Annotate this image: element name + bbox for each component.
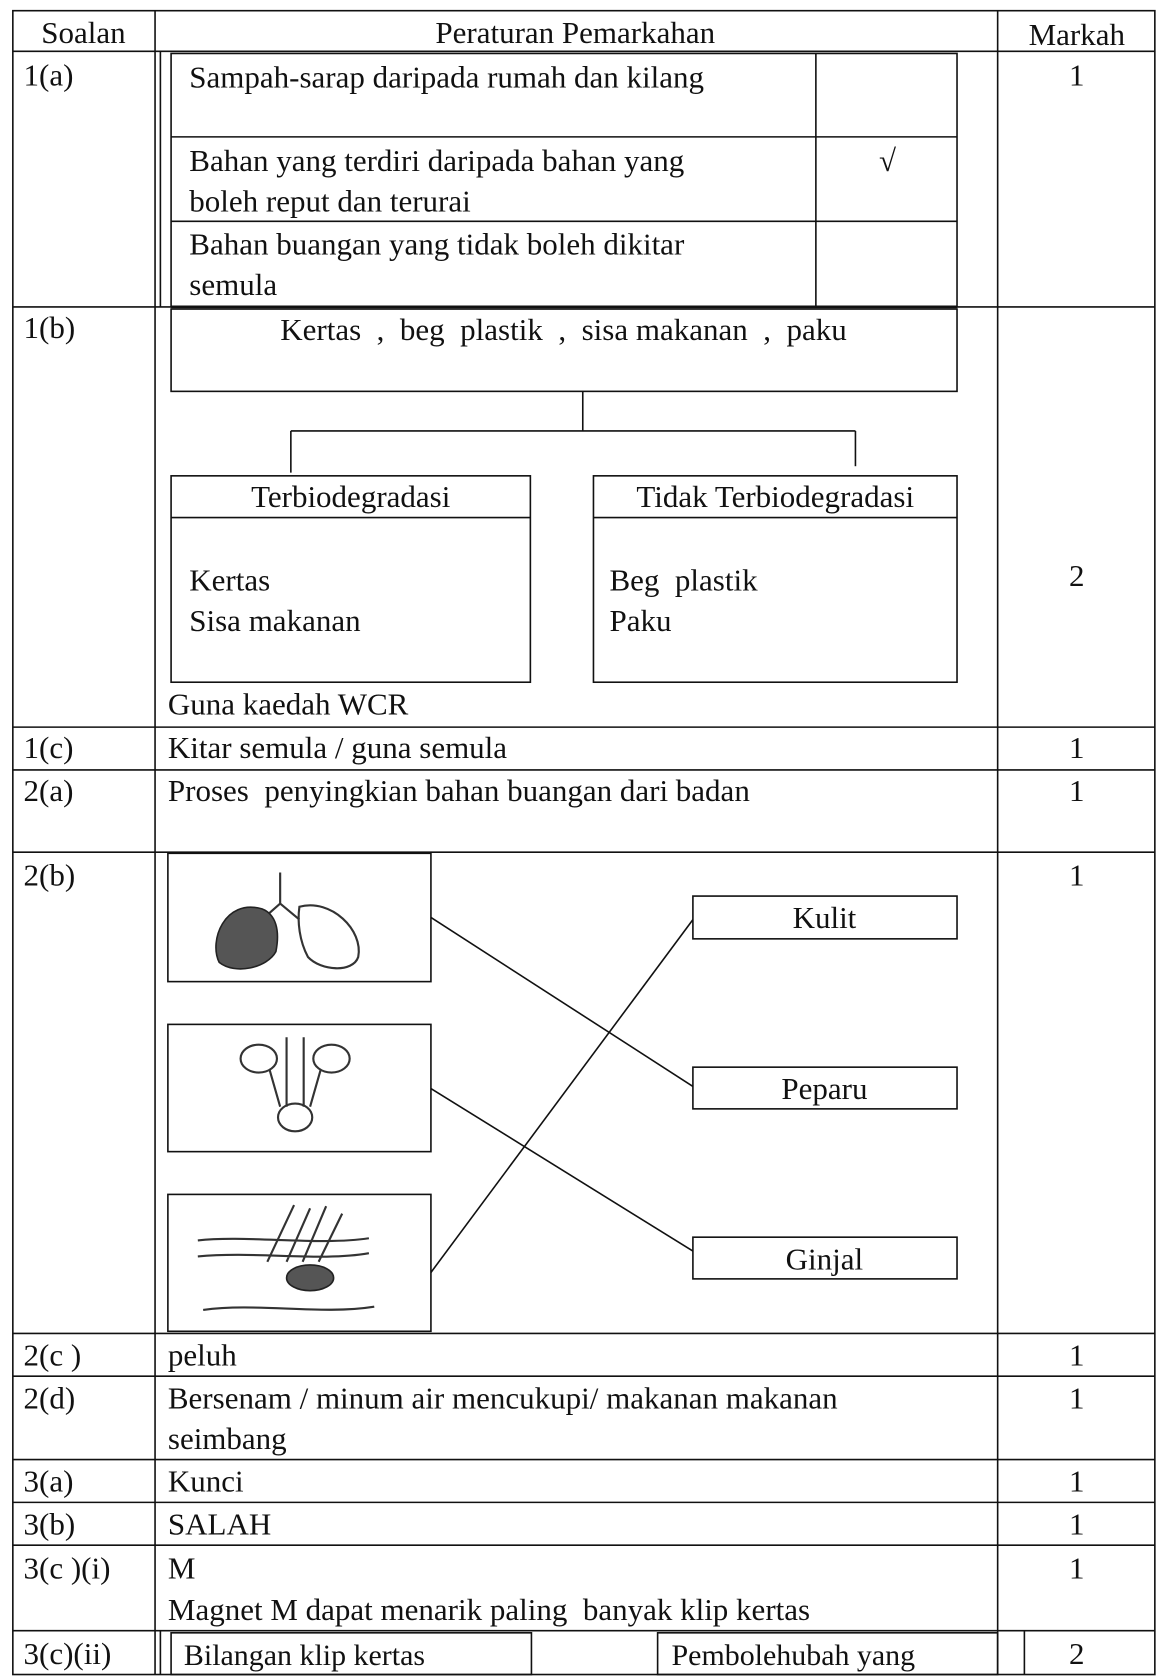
- option-text: boleh reput dan terurai: [189, 184, 471, 219]
- group-box: [170, 475, 532, 684]
- group-box: [592, 475, 958, 684]
- option-text: Bahan yang terdiri daripada bahan yang: [189, 143, 684, 178]
- question: 3(c )(i): [24, 1550, 111, 1585]
- answer: M: [168, 1550, 196, 1585]
- label: Ginjal: [786, 1241, 864, 1276]
- match-line: [430, 1087, 694, 1252]
- lungs-image: [215, 872, 360, 970]
- question: 1(a): [24, 58, 74, 93]
- answer: Bersenam / minum air mencukupi/ makanan …: [168, 1380, 838, 1415]
- items-text: Kertas , beg plastik , sisa makanan , pa…: [280, 312, 846, 347]
- note: Guna kaedah WCR: [168, 686, 409, 721]
- cell-box: [170, 1632, 533, 1676]
- header-cell: Soalan: [41, 15, 126, 50]
- image-box: [167, 1023, 432, 1153]
- marks: 1: [1069, 1337, 1085, 1372]
- marks: 1: [1069, 1380, 1085, 1415]
- marks: 1: [1069, 1506, 1085, 1541]
- tick: √: [879, 143, 896, 178]
- match-line: [430, 919, 694, 1273]
- label-box: [692, 895, 958, 940]
- question: 2(b): [24, 857, 76, 892]
- question: 3(a): [24, 1464, 74, 1499]
- option-text: semula: [189, 267, 277, 302]
- cell-text: Bilangan klip kertas: [184, 1639, 425, 1672]
- group-item: Sisa makanan: [189, 603, 361, 638]
- marks: 1: [1069, 773, 1085, 808]
- answer: Kitar semula / guna semula: [168, 730, 507, 765]
- question: 2(d): [24, 1380, 76, 1415]
- match-line: [430, 916, 694, 1088]
- label-box: [692, 1236, 958, 1280]
- marks: 1: [1069, 857, 1085, 892]
- skin-image: [197, 1204, 375, 1311]
- question: 1(c): [24, 730, 74, 765]
- marks: 1: [1069, 730, 1085, 765]
- table: Soalan Peraturan Pemarkahan Markah 1(a) …: [12, 9, 1156, 1676]
- answer: Kunci: [168, 1464, 244, 1499]
- group-title: Terbiodegradasi: [251, 479, 451, 514]
- question: 2(a): [24, 773, 74, 808]
- marks: 1: [1069, 1550, 1085, 1585]
- table-border: [12, 9, 1156, 1676]
- group-item: Beg plastik: [610, 562, 759, 597]
- option-text: Bahan buangan yang tidak boleh dikitar: [189, 226, 685, 261]
- answer: Magnet M dapat menarik paling banyak kli…: [168, 1592, 810, 1627]
- option-text: Sampah-sarap daripada rumah dan kilang: [189, 60, 704, 95]
- group-item: Kertas: [189, 562, 270, 597]
- question: 3(c)(ii): [24, 1636, 112, 1671]
- label: Kulit: [793, 900, 857, 935]
- header-cell: Markah: [1029, 17, 1126, 52]
- header-cell: Peraturan Pemarkahan: [435, 15, 715, 50]
- marks: 1: [1069, 1464, 1085, 1499]
- answer: SALAH: [168, 1506, 271, 1541]
- answer: peluh: [168, 1337, 237, 1372]
- marks: 2: [1069, 1636, 1085, 1671]
- label: Peparu: [781, 1071, 867, 1106]
- cell-text: Pembolehubah yang: [672, 1639, 916, 1672]
- question: 3(b): [24, 1506, 76, 1541]
- question: 2(c ): [24, 1337, 82, 1372]
- group-title: Tidak Terbiodegradasi: [636, 479, 914, 514]
- marks: 2: [1069, 558, 1085, 593]
- items-box: [170, 308, 958, 393]
- label-box: [692, 1066, 958, 1110]
- image-box: [167, 1193, 432, 1333]
- group-item: Paku: [610, 603, 672, 638]
- answer: seimbang: [168, 1421, 287, 1456]
- question: 1(b): [24, 310, 76, 345]
- marks: 1: [1069, 58, 1085, 93]
- kidney-image: [239, 1037, 351, 1133]
- cell-box: [656, 1632, 999, 1676]
- answer: Proses penyingkian bahan buangan dari ba…: [168, 773, 750, 808]
